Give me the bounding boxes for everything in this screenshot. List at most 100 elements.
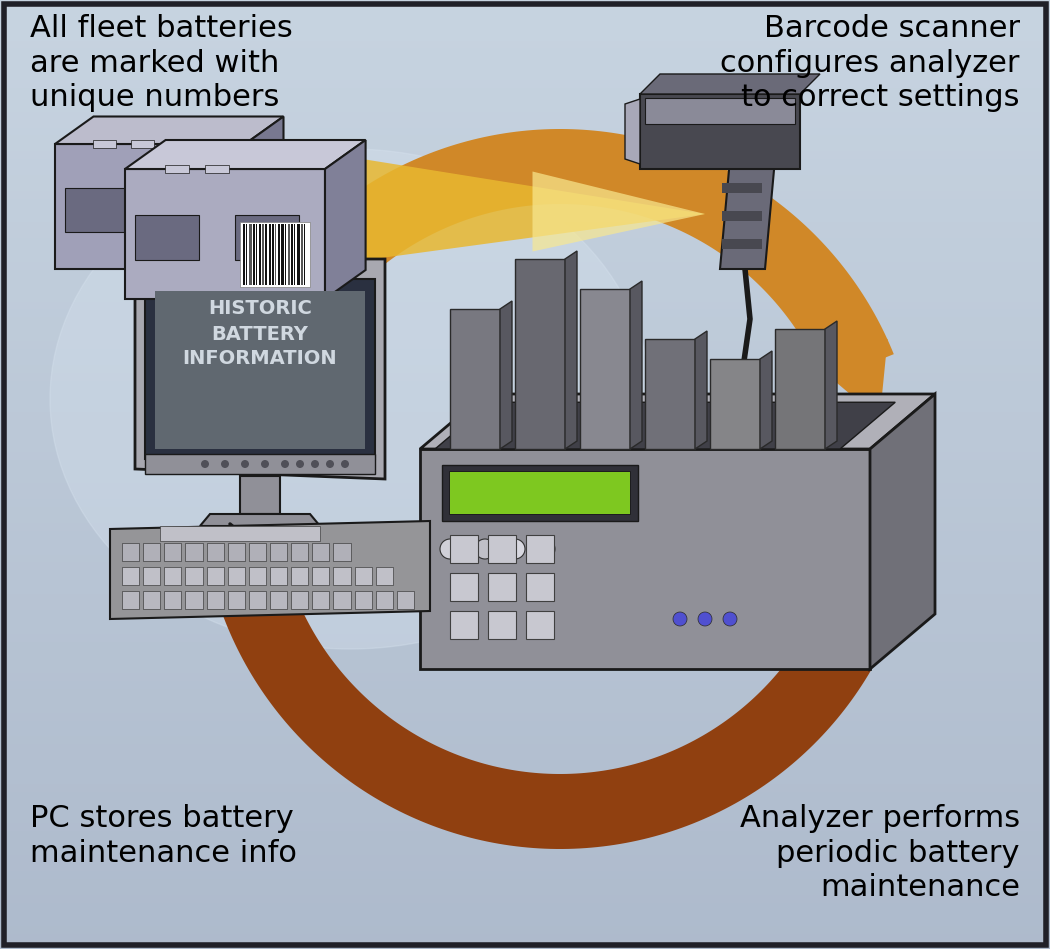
Bar bbox=[0, 884, 1050, 894]
Bar bbox=[250, 224, 252, 285]
Bar bbox=[0, 773, 1050, 783]
Circle shape bbox=[723, 612, 737, 626]
Bar bbox=[0, 584, 1050, 593]
Bar bbox=[0, 607, 1050, 617]
Bar bbox=[0, 29, 1050, 40]
Bar bbox=[0, 77, 1050, 87]
Bar bbox=[207, 591, 224, 609]
Polygon shape bbox=[630, 281, 642, 449]
Bar bbox=[0, 489, 1050, 498]
Bar bbox=[0, 38, 1050, 47]
Bar bbox=[442, 465, 638, 521]
Bar bbox=[164, 591, 182, 609]
Bar bbox=[122, 543, 140, 561]
Bar bbox=[0, 789, 1050, 799]
Bar bbox=[188, 201, 190, 252]
Bar bbox=[0, 283, 1050, 292]
Bar bbox=[0, 679, 1050, 688]
Bar bbox=[223, 201, 224, 252]
Bar bbox=[0, 251, 1050, 261]
Bar bbox=[0, 852, 1050, 862]
Bar bbox=[376, 567, 393, 585]
Polygon shape bbox=[870, 394, 934, 669]
Circle shape bbox=[505, 539, 525, 559]
Polygon shape bbox=[300, 149, 705, 269]
Polygon shape bbox=[710, 359, 760, 449]
Bar bbox=[0, 354, 1050, 363]
Bar bbox=[0, 591, 1050, 601]
Bar bbox=[256, 224, 257, 285]
Bar bbox=[0, 765, 1050, 775]
Bar bbox=[122, 567, 140, 585]
Bar bbox=[0, 62, 1050, 71]
Polygon shape bbox=[420, 394, 934, 449]
Polygon shape bbox=[245, 117, 284, 269]
Bar bbox=[0, 828, 1050, 838]
Bar bbox=[0, 781, 1050, 791]
Bar bbox=[243, 224, 246, 285]
Bar bbox=[0, 85, 1050, 95]
Bar bbox=[0, 757, 1050, 767]
Bar bbox=[0, 0, 1050, 8]
Bar bbox=[0, 560, 1050, 569]
Bar bbox=[0, 623, 1050, 633]
Bar bbox=[0, 370, 1050, 380]
Bar bbox=[0, 22, 1050, 31]
Bar bbox=[0, 512, 1050, 522]
Bar bbox=[0, 425, 1050, 435]
Bar bbox=[249, 543, 266, 561]
Bar bbox=[0, 299, 1050, 308]
Polygon shape bbox=[222, 586, 894, 849]
Bar bbox=[0, 401, 1050, 411]
Bar bbox=[0, 876, 1050, 885]
Bar bbox=[488, 535, 516, 563]
Bar bbox=[0, 892, 1050, 902]
Bar bbox=[0, 456, 1050, 467]
Circle shape bbox=[536, 539, 555, 559]
Polygon shape bbox=[818, 339, 887, 419]
Polygon shape bbox=[420, 449, 870, 669]
Bar bbox=[0, 195, 1050, 206]
Bar bbox=[0, 662, 1050, 672]
Bar bbox=[312, 591, 330, 609]
Bar bbox=[186, 567, 203, 585]
Bar bbox=[240, 222, 310, 287]
Bar bbox=[450, 611, 478, 639]
Bar bbox=[0, 726, 1050, 735]
Polygon shape bbox=[580, 289, 630, 449]
Bar bbox=[0, 69, 1050, 79]
Bar bbox=[355, 567, 372, 585]
Bar bbox=[0, 109, 1050, 119]
Bar bbox=[160, 188, 220, 232]
Bar bbox=[376, 591, 393, 609]
Bar bbox=[217, 201, 219, 252]
Bar bbox=[164, 543, 182, 561]
Bar bbox=[291, 543, 309, 561]
Bar bbox=[297, 224, 299, 285]
Bar bbox=[281, 224, 284, 285]
Bar bbox=[0, 338, 1050, 348]
Bar bbox=[143, 543, 161, 561]
Bar bbox=[0, 93, 1050, 102]
Bar bbox=[232, 201, 234, 252]
Text: Barcode scanner
configures analyzer
to correct settings: Barcode scanner configures analyzer to c… bbox=[720, 14, 1020, 113]
Bar bbox=[0, 568, 1050, 577]
Circle shape bbox=[341, 460, 349, 468]
Bar bbox=[0, 157, 1050, 166]
Bar bbox=[334, 591, 351, 609]
Polygon shape bbox=[110, 521, 430, 619]
Bar bbox=[0, 551, 1050, 562]
Bar bbox=[0, 480, 1050, 491]
Bar bbox=[131, 140, 153, 148]
Polygon shape bbox=[125, 169, 326, 299]
Bar bbox=[259, 224, 261, 285]
Bar bbox=[0, 528, 1050, 538]
Bar bbox=[0, 836, 1050, 847]
Bar bbox=[0, 53, 1050, 64]
Bar bbox=[312, 543, 330, 561]
Bar bbox=[645, 98, 795, 124]
Bar bbox=[0, 536, 1050, 546]
Bar bbox=[0, 212, 1050, 221]
Bar bbox=[722, 239, 762, 249]
Bar bbox=[0, 6, 1050, 16]
